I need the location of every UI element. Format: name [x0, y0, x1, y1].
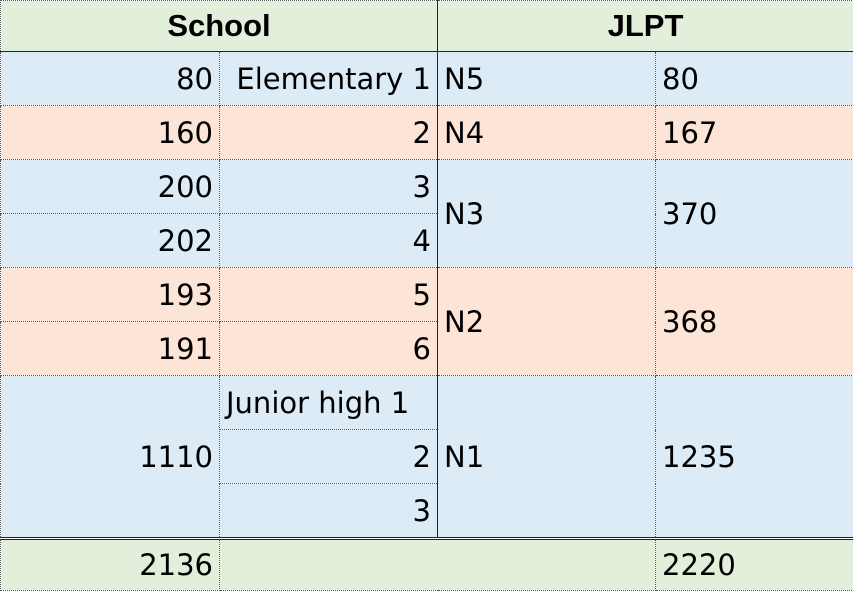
grade-cell: 3: [220, 484, 438, 539]
totals-row: 2136 2220: [1, 539, 853, 591]
jlpt-level-cell: N5: [438, 52, 656, 106]
school-words-cell: 1110: [1, 376, 220, 539]
table-row: 200 3 N3 370: [1, 160, 853, 214]
grade-cell: 2: [220, 106, 438, 160]
jlpt-total-cell: 2220: [656, 539, 853, 591]
jlpt-level-cell: N2: [438, 268, 656, 376]
jlpt-words-cell: 370: [656, 160, 853, 268]
table-row: 160 2 N4 167: [1, 106, 853, 160]
school-words-cell: 193: [1, 268, 220, 322]
school-header: School: [1, 1, 438, 52]
school-total-cell: 2136: [1, 539, 220, 591]
jlpt-level-cell: N4: [438, 106, 656, 160]
jlpt-words-cell: 80: [656, 52, 853, 106]
jlpt-header: JLPT: [438, 1, 853, 52]
jlpt-words-cell: 368: [656, 268, 853, 376]
jlpt-words-cell: 1235: [656, 376, 853, 539]
school-words-cell: 191: [1, 322, 220, 376]
table-row: 80 Elementary 1 N5 80: [1, 52, 853, 106]
table-row: 1110 Junior high 1 N1 1235: [1, 376, 853, 430]
grade-cell: 2: [220, 430, 438, 484]
grade-cell: 3: [220, 160, 438, 214]
school-words-cell: 80: [1, 52, 220, 106]
empty-total-cell: [220, 539, 656, 591]
jlpt-level-cell: N3: [438, 160, 656, 268]
grade-cell: 6: [220, 322, 438, 376]
grade-cell: Junior high 1: [220, 376, 438, 430]
school-words-cell: 160: [1, 106, 220, 160]
jlpt-level-cell: N1: [438, 376, 656, 539]
grade-cell: Elementary 1: [220, 52, 438, 106]
grade-cell: 5: [220, 268, 438, 322]
school-words-cell: 200: [1, 160, 220, 214]
table-row: 193 5 N2 368: [1, 268, 853, 322]
header-row: School JLPT: [1, 1, 853, 52]
jlpt-words-cell: 167: [656, 106, 853, 160]
grade-cell: 4: [220, 214, 438, 268]
school-words-cell: 202: [1, 214, 220, 268]
